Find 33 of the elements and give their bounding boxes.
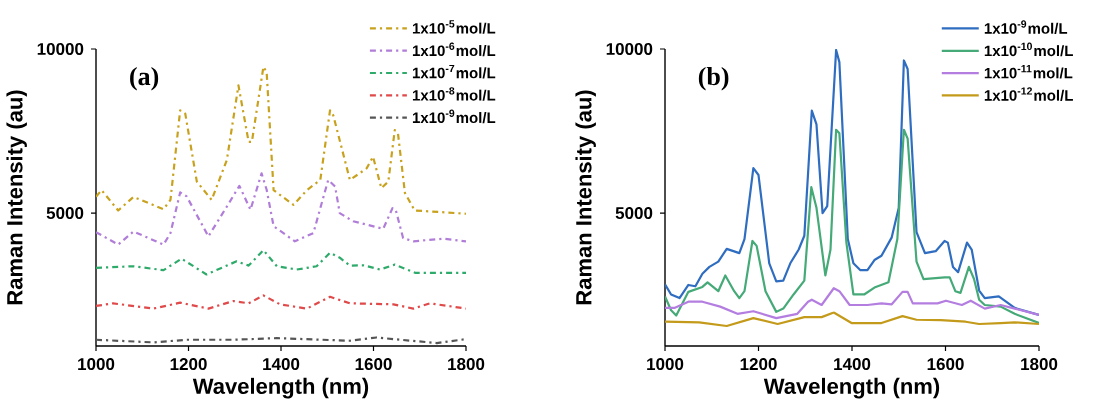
legend-label: 1x10$^{-6}$mol/L <box>412 42 496 57</box>
x-axis-title: Wavelength (nm) <box>192 377 369 399</box>
line-series <box>665 311 1039 328</box>
x-tick-label: 1000 <box>78 358 115 371</box>
y-tick-label: 5000 <box>615 207 653 220</box>
y-axis-title: Raman Intensity (au) <box>575 90 596 305</box>
annotation: (a) <box>130 66 159 91</box>
legend-label: 1x10$^{-8}$mol/L <box>412 87 496 101</box>
x-tick-label: 1800 <box>448 358 485 371</box>
y-tick-label: 10000 <box>606 42 653 55</box>
line-series <box>665 128 1039 325</box>
x-tick-label: 1400 <box>263 358 300 371</box>
legend-label: 1x10$^{-5}$mol/L <box>412 20 496 34</box>
x-tick-label: 1400 <box>834 358 871 371</box>
y-tick-label: 5000 <box>46 207 84 220</box>
x-tick-label: 1600 <box>355 358 392 371</box>
legend-label: 1x10$^{-10}$mol/L <box>984 42 1073 57</box>
line-series <box>96 172 466 246</box>
y-tick-label: 10000 <box>37 42 84 55</box>
line-series <box>96 249 466 276</box>
x-axis-title: Wavelength (nm) <box>763 377 940 399</box>
x-tick-label: 1600 <box>927 358 964 371</box>
y-axis-title: Raman Intensity (au) <box>6 90 27 305</box>
legend-label: 1x10$^{-9}$mol/L <box>984 20 1068 34</box>
x-tick-label: 1000 <box>647 358 684 371</box>
annotation: (b) <box>698 66 729 91</box>
legend-label: 1x10$^{-11}$mol/L <box>984 65 1073 79</box>
legend-label: 1x10$^{-7}$mol/L <box>412 64 496 79</box>
legend-label: 1x10$^{-9}$mol/L <box>412 109 496 124</box>
legend-label: 1x10$^{-12}$mol/L <box>984 87 1073 101</box>
x-tick-label: 1800 <box>1021 358 1058 371</box>
x-tick-label: 1200 <box>170 358 207 371</box>
x-tick-label: 1200 <box>740 358 777 371</box>
